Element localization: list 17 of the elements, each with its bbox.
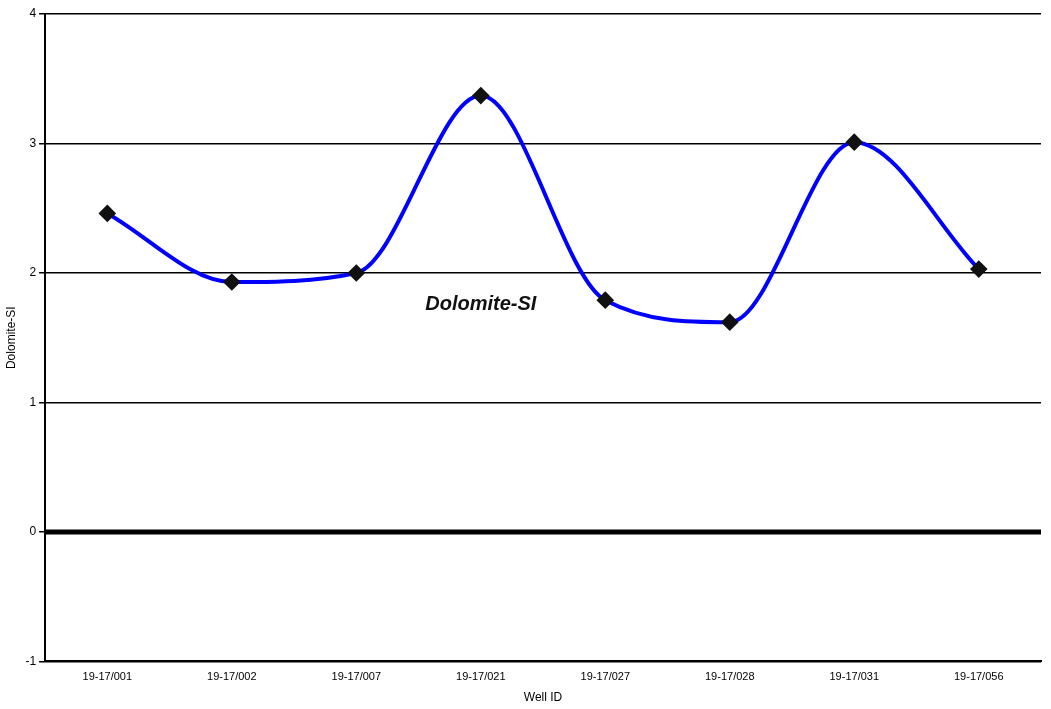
text: Dolomite-SI [425, 292, 537, 315]
x-tick-label: 19-17/002 [207, 670, 257, 683]
x-tick-label: 19-17/027 [580, 670, 631, 683]
x-tick-label: 19-17/001 [82, 670, 133, 683]
x-tick-label: 19-17/028 [705, 670, 755, 683]
x-tick-label: 19-17/021 [456, 670, 506, 683]
y-tick-label: 3 [29, 135, 37, 150]
x-tick-label: 19-17/031 [829, 670, 880, 683]
x-axis-title: Well ID [523, 690, 563, 705]
y-tick-label: 0 [29, 524, 37, 539]
y-axis-title: Dolomite-SI [3, 306, 18, 370]
y-tick-label: -1 [25, 653, 37, 668]
x-tick-label: 19-17/056 [953, 670, 1004, 683]
y-tick-label: 2 [29, 265, 37, 280]
y-tick-label: 1 [29, 394, 37, 409]
y-tick-label: 4 [29, 6, 37, 21]
x-tick-label: 19-17/007 [331, 670, 382, 683]
